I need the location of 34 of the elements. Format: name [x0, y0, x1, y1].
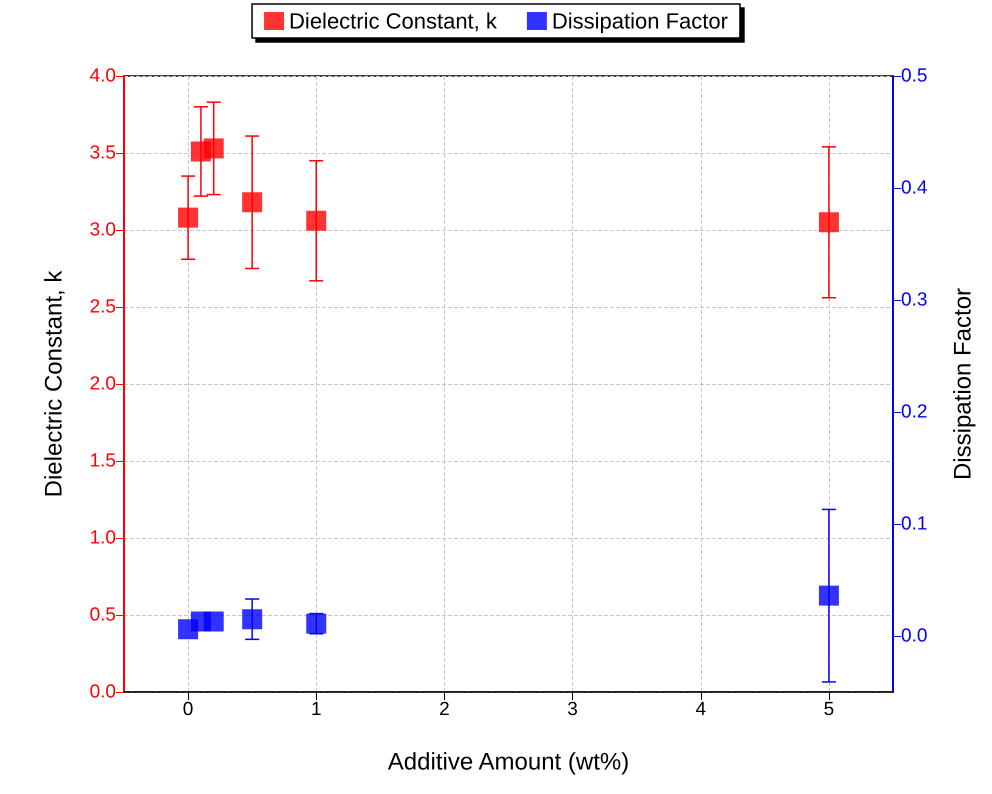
y2-tick-label: 0.1: [901, 514, 928, 534]
y-tick-label: 1.5: [90, 450, 116, 472]
x-tick-label: 4: [695, 699, 706, 720]
x-tick-label: 5: [824, 699, 834, 720]
x-tick-label: 3: [567, 699, 578, 720]
y-axis-title: Dielectric Constant, k: [40, 270, 68, 498]
x-tick-label: 1: [310, 699, 322, 720]
y2-axis-title: Dissipation Factor: [950, 288, 976, 480]
x-tick-label: 2: [439, 699, 450, 720]
y-tick-label: 3.5: [90, 142, 116, 164]
point: [204, 611, 224, 632]
y-tick-label: 2.5: [90, 296, 116, 318]
y2-tick-label: 0.4: [901, 178, 928, 198]
y2-tick-label: 0.5: [901, 66, 928, 86]
legend-label: Dielectric Constant, k: [289, 8, 498, 34]
y-tick-label: 0.0: [90, 682, 116, 702]
point: [178, 208, 198, 228]
y-tick-label: 2.0: [90, 374, 116, 394]
point: [242, 609, 262, 630]
point: [242, 192, 262, 212]
point: [818, 586, 839, 606]
y-tick-label: 3.0: [90, 220, 116, 240]
point: [818, 212, 839, 232]
legend-label: Dissipation Factor: [552, 8, 728, 34]
point: [306, 210, 326, 231]
y2-tick-label: 0.3: [901, 290, 928, 310]
y-tick-label: 1.0: [90, 528, 116, 548]
x-tick-label: 0: [182, 699, 194, 720]
y2-tick-label: 0.0: [901, 626, 928, 646]
x-axis-title: Additive Amount (wt%): [388, 748, 630, 776]
point: [204, 138, 224, 158]
y-tick-label: 0.5: [90, 604, 116, 626]
y2-tick-label: 0.2: [901, 402, 928, 422]
y-tick-label: 4.0: [90, 66, 116, 86]
